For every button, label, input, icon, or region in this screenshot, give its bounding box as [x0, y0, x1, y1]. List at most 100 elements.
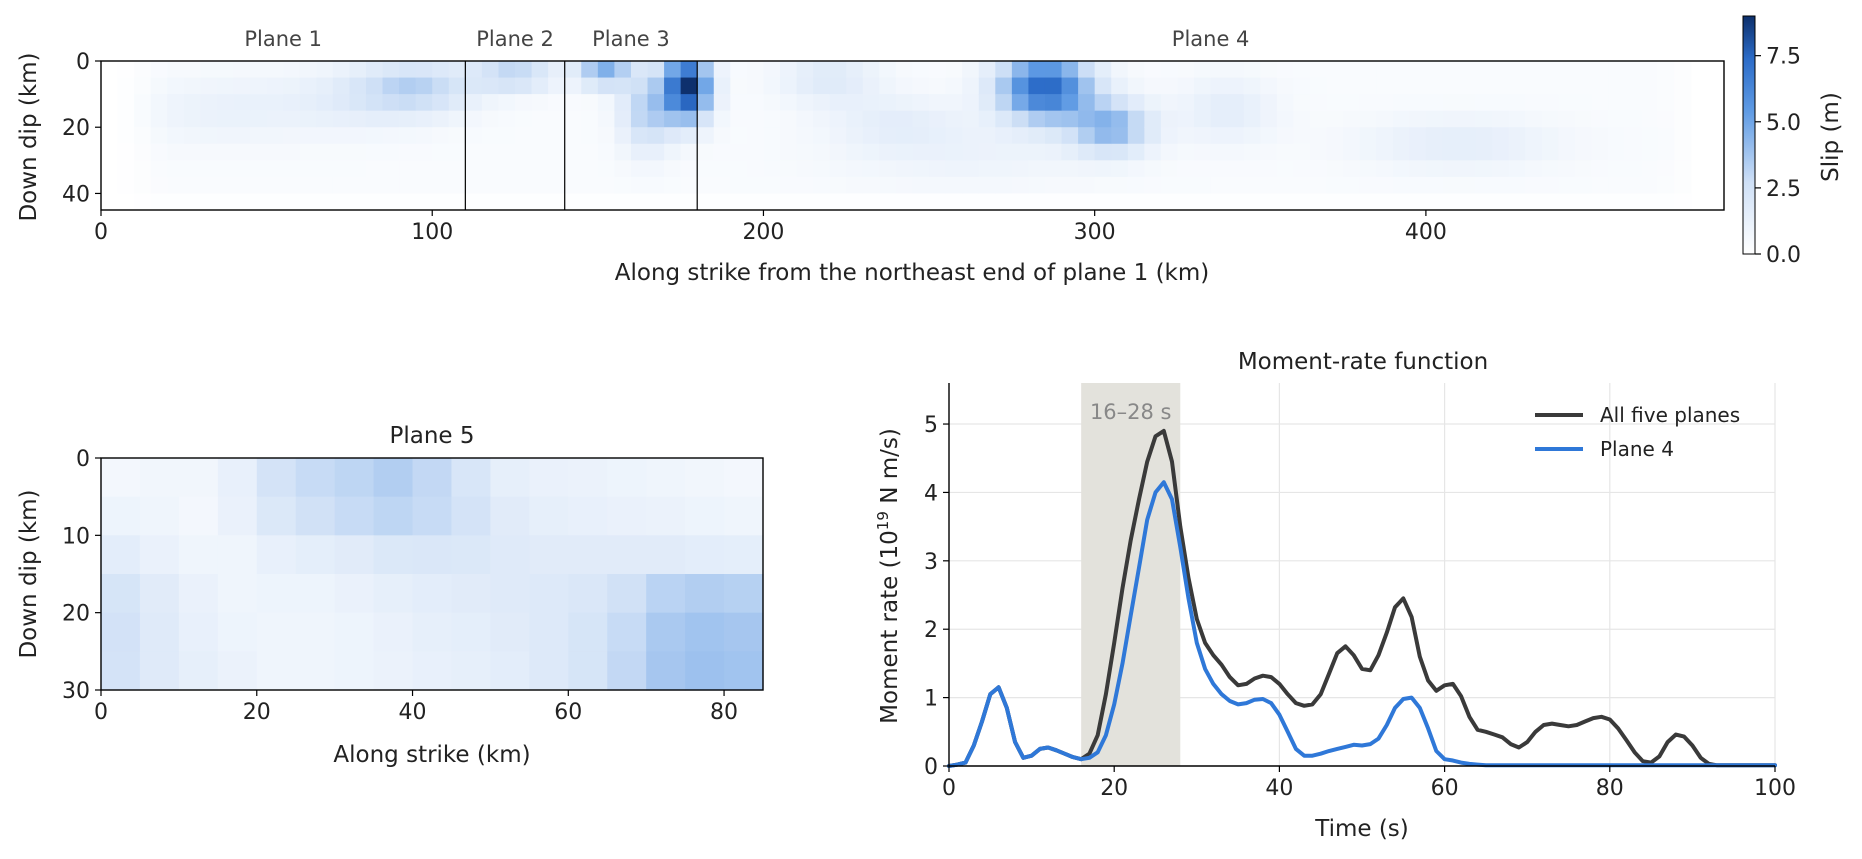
slip-cell — [1541, 110, 1559, 128]
x-tick-label: 80 — [1596, 776, 1624, 801]
slip-cell — [1674, 61, 1692, 79]
slip-cell — [1177, 143, 1195, 161]
slip-cell — [1525, 193, 1543, 211]
slip-cell — [382, 77, 400, 95]
slip-cell — [295, 651, 336, 691]
y-tick-label: 20 — [62, 116, 90, 141]
slip-cell — [183, 94, 201, 112]
slip-cell — [597, 61, 615, 79]
slip-cell — [1011, 94, 1030, 112]
slip-cell — [415, 143, 433, 161]
slip-cell — [150, 77, 168, 95]
slip-cell — [1276, 61, 1295, 79]
slip-cell — [134, 127, 152, 145]
slip-cell — [332, 94, 351, 112]
slip-cell — [829, 127, 847, 145]
slip-cell — [1309, 160, 1328, 178]
slip-cell — [1442, 176, 1460, 195]
slip-cell — [929, 160, 947, 178]
slip-cell — [139, 612, 180, 652]
slip-cell — [879, 143, 897, 161]
slip-cell — [216, 94, 235, 112]
x-tick-label: 300 — [1074, 220, 1116, 245]
slip-cell — [1525, 176, 1543, 195]
colorbar-tick-label: 5.0 — [1766, 111, 1801, 136]
slip-cell — [1409, 110, 1427, 128]
slip-cell — [1293, 127, 1311, 145]
slip-cell — [432, 143, 450, 161]
slip-cell — [1028, 110, 1046, 128]
slip-cell — [233, 94, 251, 112]
slip-cell — [183, 77, 201, 95]
slip-cell — [697, 176, 715, 195]
slip-cell — [1508, 94, 1526, 112]
slip-cell — [233, 193, 251, 211]
slip-cell — [962, 193, 980, 211]
slip-cell — [713, 77, 731, 95]
slip-cell — [846, 193, 864, 211]
slip-cell — [730, 143, 748, 161]
slip-cell — [1624, 160, 1642, 178]
slip-cell — [1061, 127, 1079, 145]
slip-cell — [1574, 61, 1593, 79]
slip-cell — [1144, 94, 1162, 112]
slip-cell — [1260, 160, 1278, 178]
slip-cell — [1425, 127, 1444, 145]
slip-cell — [250, 160, 268, 178]
slip-cell — [498, 61, 516, 79]
slip-cell — [1094, 110, 1112, 128]
slip-cell — [412, 496, 453, 536]
slip-cell — [630, 94, 649, 112]
slip-cell — [664, 77, 682, 95]
slip-cell — [912, 127, 930, 145]
slip-cell — [1558, 176, 1576, 195]
slip-cell — [299, 110, 317, 128]
slip-cell — [200, 143, 218, 161]
slip-cell — [780, 143, 798, 161]
slip-cell — [365, 94, 384, 112]
slip-cell — [1243, 143, 1261, 161]
ylabel-main: Moment rate (10 — [877, 530, 903, 724]
y-tick-label: 20 — [62, 602, 90, 627]
slip-cell — [1194, 61, 1212, 79]
slip-cell — [531, 176, 549, 195]
slip-cell — [1624, 176, 1642, 195]
slip-cell — [895, 94, 914, 112]
slip-cell — [796, 61, 814, 79]
slip-cell — [1160, 160, 1179, 178]
slip-cell — [581, 127, 599, 145]
slip-cell — [299, 77, 317, 95]
slip-cell — [1541, 143, 1559, 161]
slip-cell — [1591, 77, 1609, 95]
slip-cell — [498, 143, 516, 161]
slip-cell — [564, 193, 582, 211]
slip-cell — [415, 127, 433, 145]
slip-cell — [1227, 160, 1245, 178]
slip-cell — [796, 77, 814, 95]
slip-cell — [746, 143, 765, 161]
slip-cell — [664, 143, 682, 161]
slip-cell — [597, 127, 615, 145]
slip-cell — [283, 94, 301, 112]
slip-cell — [200, 77, 218, 95]
slip-cell — [780, 61, 798, 79]
plane5-y-ticks: 0 10 20 30 — [62, 447, 101, 704]
slip-cell — [1343, 176, 1361, 195]
slip-cell — [101, 496, 141, 536]
slip-cell — [1359, 176, 1377, 195]
slip-cell — [515, 77, 533, 95]
slip-cell — [1243, 110, 1261, 128]
slip-cell — [1492, 193, 1510, 211]
colorbar-tick-label: 7.5 — [1766, 45, 1801, 70]
slip-cell — [412, 651, 453, 691]
slip-cell — [1475, 193, 1493, 211]
slip-cell — [1425, 110, 1444, 128]
moment-rate-panel: Moment-rate function 16–28 s 0 20 40 60 80 10… — [874, 349, 1796, 842]
slip-cell — [862, 143, 880, 161]
slip-cell — [412, 535, 453, 575]
slip-cell — [1492, 94, 1510, 112]
slip-cell — [415, 176, 433, 195]
slip-cell — [1078, 77, 1096, 95]
slip-cell — [780, 176, 798, 195]
slip-cell — [465, 143, 483, 161]
